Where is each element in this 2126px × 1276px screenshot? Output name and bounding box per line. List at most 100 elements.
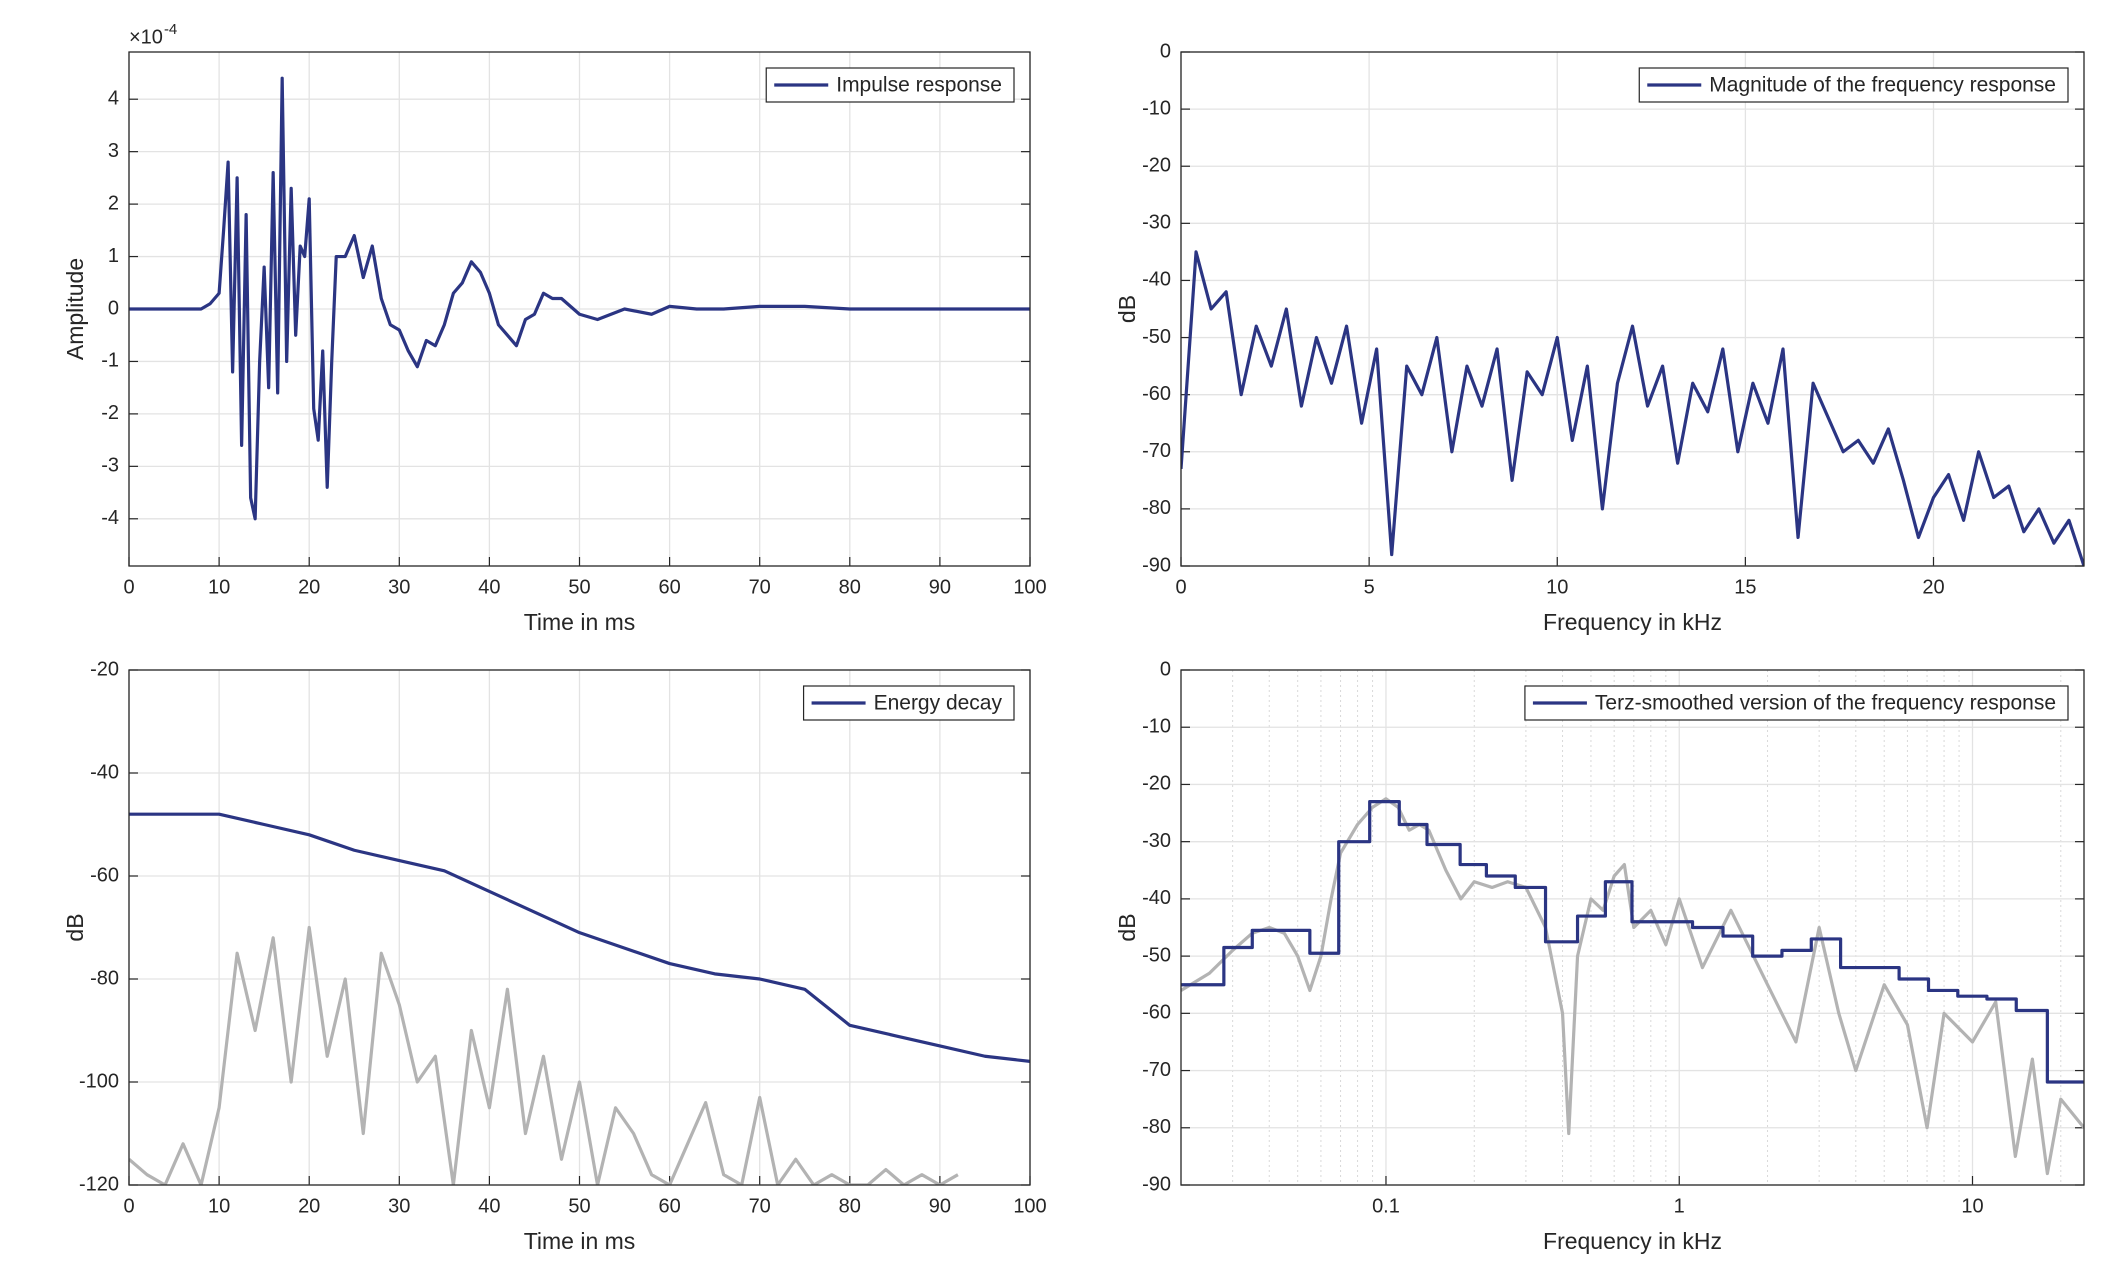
x-tick-label: 100 xyxy=(1013,1195,1046,1217)
x-tick-label: 20 xyxy=(298,1195,320,1217)
data-line xyxy=(1181,797,2084,1176)
x-tick-label: 1 xyxy=(1674,1195,1685,1217)
y-tick-label: -90 xyxy=(1142,554,1171,576)
y-tick-label: -50 xyxy=(1142,944,1171,966)
y-tick-label: -40 xyxy=(1142,269,1171,291)
y-tick-label: -20 xyxy=(90,658,119,680)
y-tick-label: -20 xyxy=(1142,155,1171,177)
y-tick-label: -30 xyxy=(1142,830,1171,852)
y-tick-label: -3 xyxy=(101,455,119,477)
legend-box xyxy=(1524,685,2069,721)
y-tick-label: -60 xyxy=(1142,383,1171,405)
axes-box xyxy=(1180,669,2085,1186)
axes: 0 10 20 30 40 50 60 70 80 90 100 -4 -3 -2 -1 0 1 2 3 4 Time … xyxy=(62,21,1047,635)
x-tick-label: 10 xyxy=(208,576,230,598)
y-axis-label: Amplitude xyxy=(62,258,88,360)
legend: Magnitude of the frequency response xyxy=(1638,67,2069,103)
y-tick-label: -100 xyxy=(79,1070,119,1092)
x-tick-label: 90 xyxy=(929,576,951,598)
y-tick-label: -70 xyxy=(1142,440,1171,462)
y-axis-label: dB xyxy=(1114,295,1140,323)
y-tick-label: 3 xyxy=(108,140,119,162)
y-tick-label: -40 xyxy=(90,761,119,783)
x-tick-label: 60 xyxy=(658,1195,680,1217)
y-tick-label: -80 xyxy=(1142,497,1171,519)
x-axis-label: Time in ms xyxy=(524,609,636,635)
legend-label: Energy decay xyxy=(874,692,1003,715)
legend: Energy decay xyxy=(802,685,1015,721)
x-axis-label: Time in ms xyxy=(524,1228,636,1254)
x-tick-label: 10 xyxy=(1961,1195,1983,1217)
y-exponent-base: ×10 xyxy=(129,26,163,48)
y-tick-label: 2 xyxy=(108,192,119,214)
y-tick-label: 0 xyxy=(108,297,119,319)
y-tick-label: -70 xyxy=(1142,1059,1171,1081)
axes-box xyxy=(128,51,1031,567)
x-tick-label: 100 xyxy=(1013,576,1046,598)
x-tick-label: 50 xyxy=(568,1195,590,1217)
x-tick-label: 5 xyxy=(1364,576,1375,598)
x-tick-label: 20 xyxy=(1922,576,1944,598)
y-tick-label: -4 xyxy=(101,507,119,529)
y-tick-label: -60 xyxy=(1142,1002,1171,1024)
y-tick-label: -80 xyxy=(90,967,119,989)
y-tick-label: 0 xyxy=(1160,40,1171,62)
y-tick-label: 4 xyxy=(108,87,119,109)
data-line xyxy=(129,812,1030,1063)
axes: 0 5 10 15 20 -90 -80 -70 -60 -50 -40 -30 -20 -10 0 Freq… xyxy=(1114,40,2085,635)
x-tick-label: 70 xyxy=(749,1195,771,1217)
x-tick-label: 40 xyxy=(478,1195,500,1217)
x-axis-label: Frequency in kHz xyxy=(1543,1228,1722,1254)
x-tick-label: 50 xyxy=(568,576,590,598)
data-line xyxy=(129,76,1030,521)
y-tick-label: -90 xyxy=(1142,1173,1171,1195)
x-axis-label: Frequency in kHz xyxy=(1543,609,1722,635)
x-tick-label: 30 xyxy=(388,576,410,598)
x-tick-label: 90 xyxy=(929,1195,951,1217)
x-tick-label: 0.1 xyxy=(1372,1195,1400,1217)
data-line xyxy=(129,925,959,1185)
y-tick-label: -40 xyxy=(1142,887,1171,909)
y-tick-label: -1 xyxy=(101,350,119,372)
y-tick-label: -20 xyxy=(1142,773,1171,795)
legend-label: Magnitude of the frequency response xyxy=(1709,74,2056,97)
legend: Impulse response xyxy=(765,67,1015,103)
x-tick-label: 20 xyxy=(298,576,320,598)
x-tick-label: 40 xyxy=(478,576,500,598)
x-tick-label: 30 xyxy=(388,1195,410,1217)
y-exponent-power: -4 xyxy=(164,21,177,38)
y-tick-label: 0 xyxy=(1160,658,1171,680)
y-tick-label: 1 xyxy=(108,245,119,267)
x-tick-label: 10 xyxy=(1546,576,1568,598)
axes-box xyxy=(128,669,1031,1186)
y-tick-label: -120 xyxy=(79,1173,119,1195)
axes: 0.1 1 10 -90 -80 -70 -60 -50 -40 -30 -20 -10 0 Freque… xyxy=(1114,658,2085,1254)
y-tick-label: -2 xyxy=(101,402,119,424)
y-axis-label: dB xyxy=(1114,913,1140,941)
axes: 0 10 20 30 40 50 60 70 80 90 100 -120 -100 -80 -60 -40 -… xyxy=(62,658,1047,1254)
y-tick-label: -30 xyxy=(1142,212,1171,234)
x-tick-label: 80 xyxy=(839,1195,861,1217)
axes-box xyxy=(1180,51,2085,567)
y-tick-label: -80 xyxy=(1142,1116,1171,1138)
plot-area xyxy=(1181,52,2084,566)
x-tick-label: 0 xyxy=(123,1195,134,1217)
y-tick-label: -10 xyxy=(1142,97,1171,119)
x-tick-label: 60 xyxy=(658,576,680,598)
legend-label: Impulse response xyxy=(836,74,1002,97)
x-tick-label: 70 xyxy=(749,576,771,598)
data-line xyxy=(1181,800,2084,1084)
y-tick-label: -10 xyxy=(1142,716,1171,738)
data-line xyxy=(1181,250,2084,566)
x-tick-label: 10 xyxy=(208,1195,230,1217)
y-axis-label: dB xyxy=(62,913,88,941)
legend-label: Terz-smoothed version of the frequency r… xyxy=(1595,692,2056,715)
y-tick-label: -60 xyxy=(90,864,119,886)
x-tick-label: 0 xyxy=(1175,576,1186,598)
x-tick-label: 15 xyxy=(1734,576,1756,598)
legend: Terz-smoothed version of the frequency r… xyxy=(1524,685,2069,721)
x-tick-label: 80 xyxy=(839,576,861,598)
y-tick-label: -50 xyxy=(1142,326,1171,348)
legend-box xyxy=(1638,67,2069,103)
